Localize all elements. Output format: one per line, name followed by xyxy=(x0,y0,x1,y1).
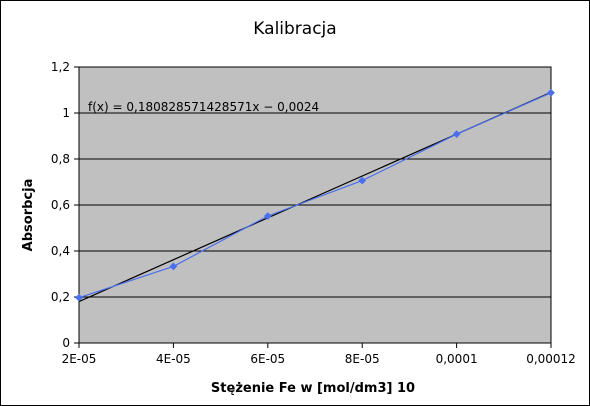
series-line xyxy=(78,92,552,299)
data-point xyxy=(75,293,83,302)
y-tick-label: 0,2 xyxy=(51,290,70,304)
y-tick-label: 0,8 xyxy=(51,152,70,166)
data-point xyxy=(452,130,461,139)
y-tick-label: 0,4 xyxy=(51,244,70,258)
data-point xyxy=(169,262,178,271)
x-tick-label: 6E-05 xyxy=(250,352,285,366)
y-axis-label: Absorbcja xyxy=(21,179,36,252)
y-tick-label: 1 xyxy=(62,106,70,120)
data-point xyxy=(547,88,555,97)
data-point xyxy=(358,176,367,185)
x-tick-label: 4E-05 xyxy=(156,352,191,366)
y-tick-label: 1,2 xyxy=(51,60,70,74)
x-tick-label: 8E-05 xyxy=(345,352,380,366)
series-group xyxy=(75,88,555,302)
y-tick-label: 0,6 xyxy=(51,198,70,212)
x-axis-ticks: 2E-05 4E-05 6E-05 8E-05 0,0001 0,00012 xyxy=(62,343,576,366)
y-tick-label: 0 xyxy=(62,336,70,350)
x-tick-label: 0,00012 xyxy=(526,352,576,366)
grid-lines xyxy=(79,112,551,298)
trendline-equation: f(x) = 0,180828571428571x − 0,0024 xyxy=(88,100,319,114)
y-axis-ticks: 0 0,2 0,4 0,6 0,8 1 1,2 xyxy=(51,60,79,350)
chart-title: Kalibracja xyxy=(253,19,336,39)
data-point xyxy=(263,212,272,220)
x-axis-label: Stężenie Fe w [mol/dm3] 10 xyxy=(211,381,415,396)
x-tick-label: 0,0001 xyxy=(436,352,478,366)
x-tick-label: 2E-05 xyxy=(62,352,97,366)
